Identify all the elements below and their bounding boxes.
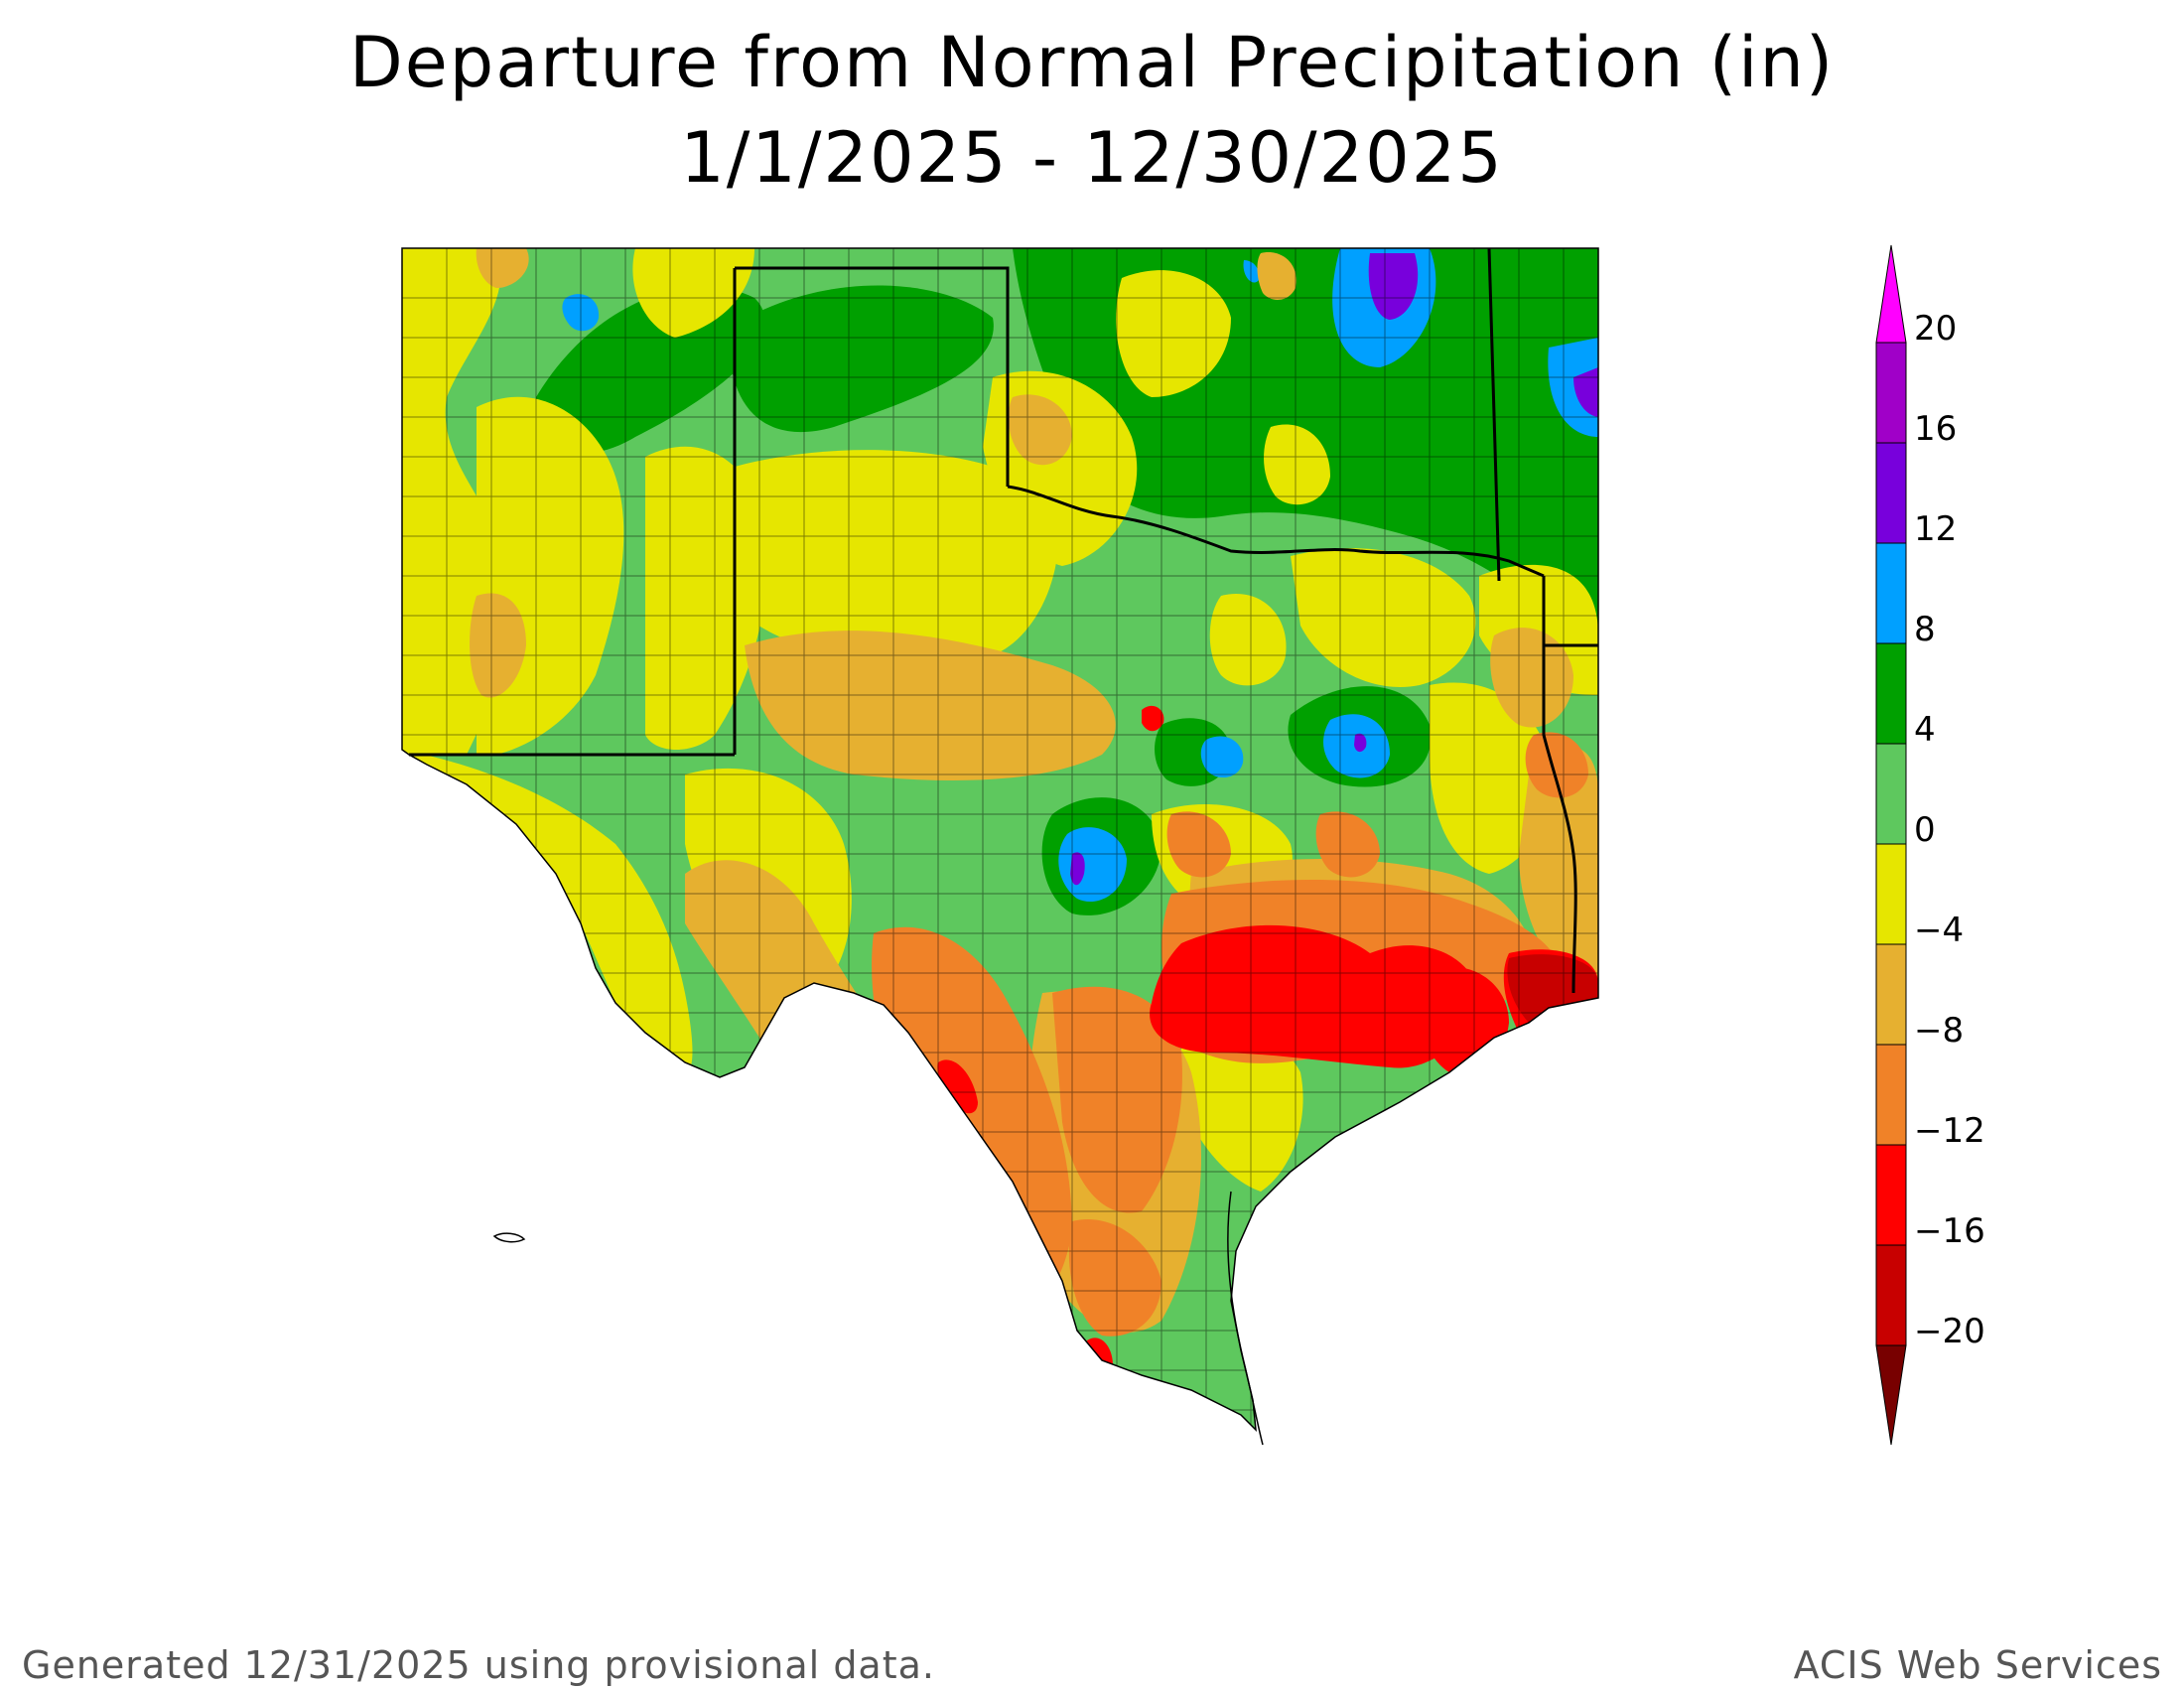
legend-tick-label: 16 — [1914, 409, 1957, 449]
legend-tick-label: 4 — [1914, 710, 1936, 750]
legend-bin — [1875, 642, 1907, 745]
ok-ar-border — [1487, 247, 1501, 582]
band-8-to-12-small — [1243, 260, 1260, 283]
band-neg4-to-0-oklahoma-central — [1264, 424, 1330, 505]
legend-bin — [1875, 943, 1907, 1046]
legend-bin — [1875, 542, 1907, 644]
band-neg4-to-0-dallas — [1209, 594, 1287, 686]
band-8-to-12-nm — [562, 294, 600, 332]
legend-under-arrow — [1875, 1344, 1907, 1446]
band-neg8-to-neg4-nm-north — [476, 248, 529, 288]
band-neg4-to-0-panhandle-south — [735, 450, 1059, 663]
legend-bin — [1875, 1244, 1907, 1346]
barrier-island — [1227, 1191, 1264, 1446]
band-4-to-8-panhandle — [729, 285, 994, 433]
band-neg12-to-neg8-valley — [1068, 1219, 1161, 1336]
state-borders — [409, 247, 1598, 994]
land-outline — [401, 247, 1599, 1433]
legend-tick-label: 20 — [1914, 309, 1957, 349]
band-neg12-to-neg8-south-texas — [1052, 986, 1182, 1213]
data-source: ACIS Web Services — [1793, 1643, 2162, 1687]
legend-bin — [1875, 1144, 1907, 1246]
band-neg12-to-neg8-sabine — [1525, 732, 1588, 798]
legend-tick-label: 0 — [1914, 810, 1936, 850]
band-neg20-to-neg16-beaumont — [1507, 954, 1598, 1023]
band-neg8-to-neg4-permian — [745, 631, 1116, 780]
legend-tick-label: −12 — [1914, 1111, 1985, 1151]
legend-tick-label: 12 — [1914, 509, 1957, 549]
legend-bins — [1875, 244, 1907, 1446]
map-title: Departure from Normal Precipitation (in) — [348, 22, 1836, 103]
band-neg8-to-neg4-ne-texas — [1490, 628, 1573, 728]
legend-ticks: 20 16 12 8 4 0 −4 −8 −12 −16 −20 — [1914, 309, 1985, 1351]
band-12-to-16-hill-country — [1070, 852, 1085, 886]
legend-over-arrow — [1875, 244, 1907, 344]
band-8-to-12-central — [1200, 736, 1244, 778]
band-neg8-to-neg4-nm — [470, 593, 526, 698]
band-12-to-16-arkansas — [1573, 367, 1598, 417]
band-neg4-to-0-oklahoma-north — [1116, 270, 1231, 397]
legend-bin — [1875, 442, 1907, 544]
band-neg4-to-0-big-bend — [402, 750, 693, 1072]
legend-tick-label: 8 — [1914, 610, 1936, 649]
band-neg8-to-neg4-sw-oklahoma — [1008, 394, 1072, 466]
tx-panhandle-border — [735, 266, 1010, 487]
legend-tick-label: −20 — [1914, 1312, 1985, 1351]
band-neg16-to-neg12-hill-country-east — [1150, 924, 1479, 1068]
precip-field — [402, 248, 1598, 1430]
band-neg12-to-neg8-central — [1166, 811, 1231, 878]
legend-tick-label: −8 — [1914, 1011, 1964, 1051]
band-8-to-12-arkansas — [1548, 338, 1598, 437]
date-range: 1/1/2025 - 12/30/2025 — [680, 117, 1504, 199]
band-neg4-to-0-east-texas — [1430, 682, 1551, 874]
color-legend: 20 16 12 8 4 0 −4 −8 −12 −16 −20 — [1875, 244, 1985, 1446]
legend-bin — [1875, 342, 1907, 444]
legend-tick-label: −16 — [1914, 1211, 1985, 1251]
red-river-border — [1007, 485, 1545, 578]
legend-bin — [1875, 1044, 1907, 1146]
band-neg12-to-neg8-east — [1315, 811, 1380, 878]
legend-tick-label: −4 — [1914, 911, 1964, 950]
band-neg4-to-0-nm-north — [632, 248, 754, 338]
band-neg4-to-0-red-river — [1291, 548, 1476, 687]
generated-note: Generated 12/31/2025 using provisional d… — [22, 1643, 935, 1687]
band-neg4-to-0-coastal-bend — [1181, 1025, 1303, 1192]
legend-bin — [1875, 843, 1907, 945]
band-neg4-to-0-nm-east — [645, 446, 767, 750]
band-12-to-16-east-texas — [1354, 733, 1367, 753]
band-neg8-to-neg4-louisiana — [1519, 747, 1598, 998]
band-4-to-8-nm-north — [536, 286, 765, 454]
band-neg16-to-neg12-del-rio — [937, 1059, 978, 1114]
band-12-to-16-ne-oklahoma — [1368, 253, 1419, 320]
band-neg16-to-neg12-abilene — [1142, 705, 1164, 732]
band-neg8-to-neg4-ks — [1257, 252, 1297, 300]
legend-bin — [1875, 743, 1907, 845]
island-outline — [492, 1232, 526, 1243]
sabine-border — [1542, 645, 1577, 994]
